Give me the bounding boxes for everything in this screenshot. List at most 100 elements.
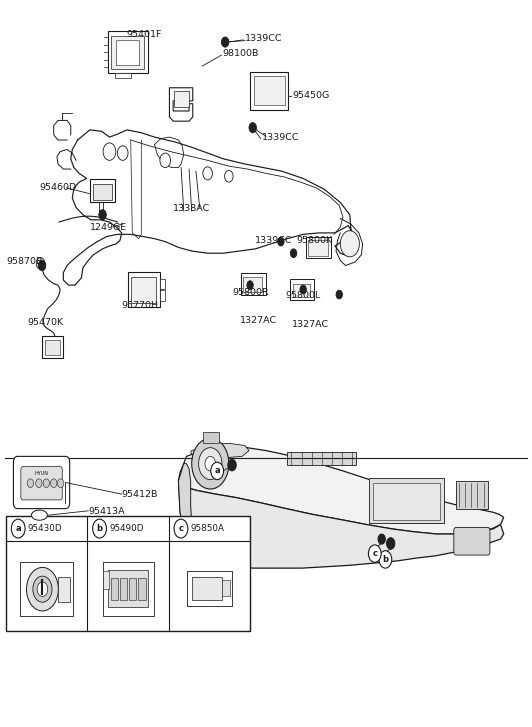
Circle shape — [27, 567, 59, 611]
Text: c: c — [372, 549, 377, 558]
Bar — [293, 284, 310, 297]
Bar — [111, 578, 118, 600]
Ellipse shape — [31, 510, 47, 521]
Circle shape — [103, 143, 116, 161]
Text: 95770H: 95770H — [122, 301, 159, 310]
Text: 95412B: 95412B — [122, 489, 158, 499]
Text: b: b — [383, 555, 388, 564]
Bar — [369, 478, 444, 523]
Circle shape — [57, 479, 64, 488]
Text: a: a — [15, 524, 21, 533]
Polygon shape — [115, 73, 131, 79]
FancyBboxPatch shape — [13, 457, 70, 509]
Bar — [456, 481, 488, 509]
Text: 1339CC: 1339CC — [255, 236, 293, 245]
Bar — [240, 273, 266, 294]
Text: 1327AC: 1327AC — [239, 316, 277, 325]
Text: 95850A: 95850A — [190, 524, 225, 533]
Bar — [108, 569, 148, 607]
Circle shape — [205, 457, 215, 471]
Bar — [250, 72, 288, 110]
Polygon shape — [178, 481, 504, 568]
Circle shape — [290, 249, 297, 257]
FancyBboxPatch shape — [454, 528, 490, 555]
Circle shape — [249, 123, 256, 133]
Text: a: a — [214, 467, 220, 475]
Text: 1249GE: 1249GE — [90, 223, 127, 233]
Bar — [290, 279, 314, 300]
Bar — [287, 452, 356, 465]
Bar — [187, 571, 232, 606]
Bar — [111, 36, 145, 69]
Bar — [129, 578, 136, 600]
Text: 95413A: 95413A — [88, 507, 125, 516]
Bar — [42, 336, 63, 358]
Circle shape — [160, 153, 170, 168]
Circle shape — [33, 576, 52, 602]
Circle shape — [36, 479, 42, 488]
Text: 98100B: 98100B — [222, 49, 259, 58]
Text: 95430D: 95430D — [28, 524, 62, 533]
Bar — [103, 561, 154, 616]
Circle shape — [99, 209, 106, 220]
Text: 95800L: 95800L — [285, 291, 320, 300]
Bar — [6, 516, 250, 630]
Circle shape — [51, 479, 57, 488]
Circle shape — [211, 462, 223, 480]
Bar — [131, 277, 156, 303]
Bar — [306, 236, 331, 258]
Circle shape — [43, 479, 49, 488]
Bar — [160, 278, 165, 289]
Bar — [90, 179, 115, 202]
Circle shape — [203, 167, 212, 180]
Text: 1338AC: 1338AC — [173, 204, 210, 213]
Bar — [20, 561, 73, 616]
Circle shape — [368, 545, 381, 562]
Bar — [309, 240, 328, 256]
Circle shape — [198, 448, 222, 480]
Text: 95490D: 95490D — [109, 524, 144, 533]
Circle shape — [247, 281, 253, 289]
Bar — [203, 433, 219, 443]
Circle shape — [386, 538, 395, 550]
Circle shape — [278, 237, 284, 246]
Circle shape — [174, 519, 188, 538]
Circle shape — [192, 438, 229, 489]
Polygon shape — [178, 464, 197, 549]
Circle shape — [27, 479, 34, 488]
Text: 1327AC: 1327AC — [292, 320, 329, 329]
Circle shape — [36, 257, 45, 269]
Text: 1339CC: 1339CC — [262, 132, 300, 142]
Circle shape — [118, 146, 128, 161]
Bar — [93, 183, 112, 199]
Text: 95800R: 95800R — [232, 288, 269, 297]
Circle shape — [225, 171, 233, 182]
Circle shape — [11, 519, 25, 538]
Bar — [120, 578, 127, 600]
Circle shape — [340, 230, 360, 257]
Polygon shape — [190, 443, 249, 458]
Polygon shape — [178, 447, 504, 534]
Bar — [103, 571, 109, 589]
Bar — [373, 483, 440, 520]
Text: 95401F: 95401F — [126, 30, 162, 39]
Bar — [108, 31, 148, 73]
Bar — [138, 578, 146, 600]
Text: b: b — [97, 524, 103, 533]
Text: 95470K: 95470K — [27, 318, 63, 327]
Text: 95870B: 95870B — [6, 257, 43, 266]
Polygon shape — [196, 459, 226, 480]
Polygon shape — [169, 88, 193, 121]
Bar — [59, 577, 70, 601]
Circle shape — [93, 519, 106, 538]
Bar — [128, 272, 160, 307]
Bar — [160, 290, 165, 301]
Text: 95450G: 95450G — [293, 91, 330, 100]
Text: 95800K: 95800K — [297, 236, 333, 245]
Bar — [243, 277, 262, 292]
Text: 1339CC: 1339CC — [245, 34, 282, 43]
Bar — [222, 579, 230, 595]
Text: c: c — [178, 524, 184, 533]
Circle shape — [38, 260, 46, 270]
FancyBboxPatch shape — [21, 467, 62, 500]
